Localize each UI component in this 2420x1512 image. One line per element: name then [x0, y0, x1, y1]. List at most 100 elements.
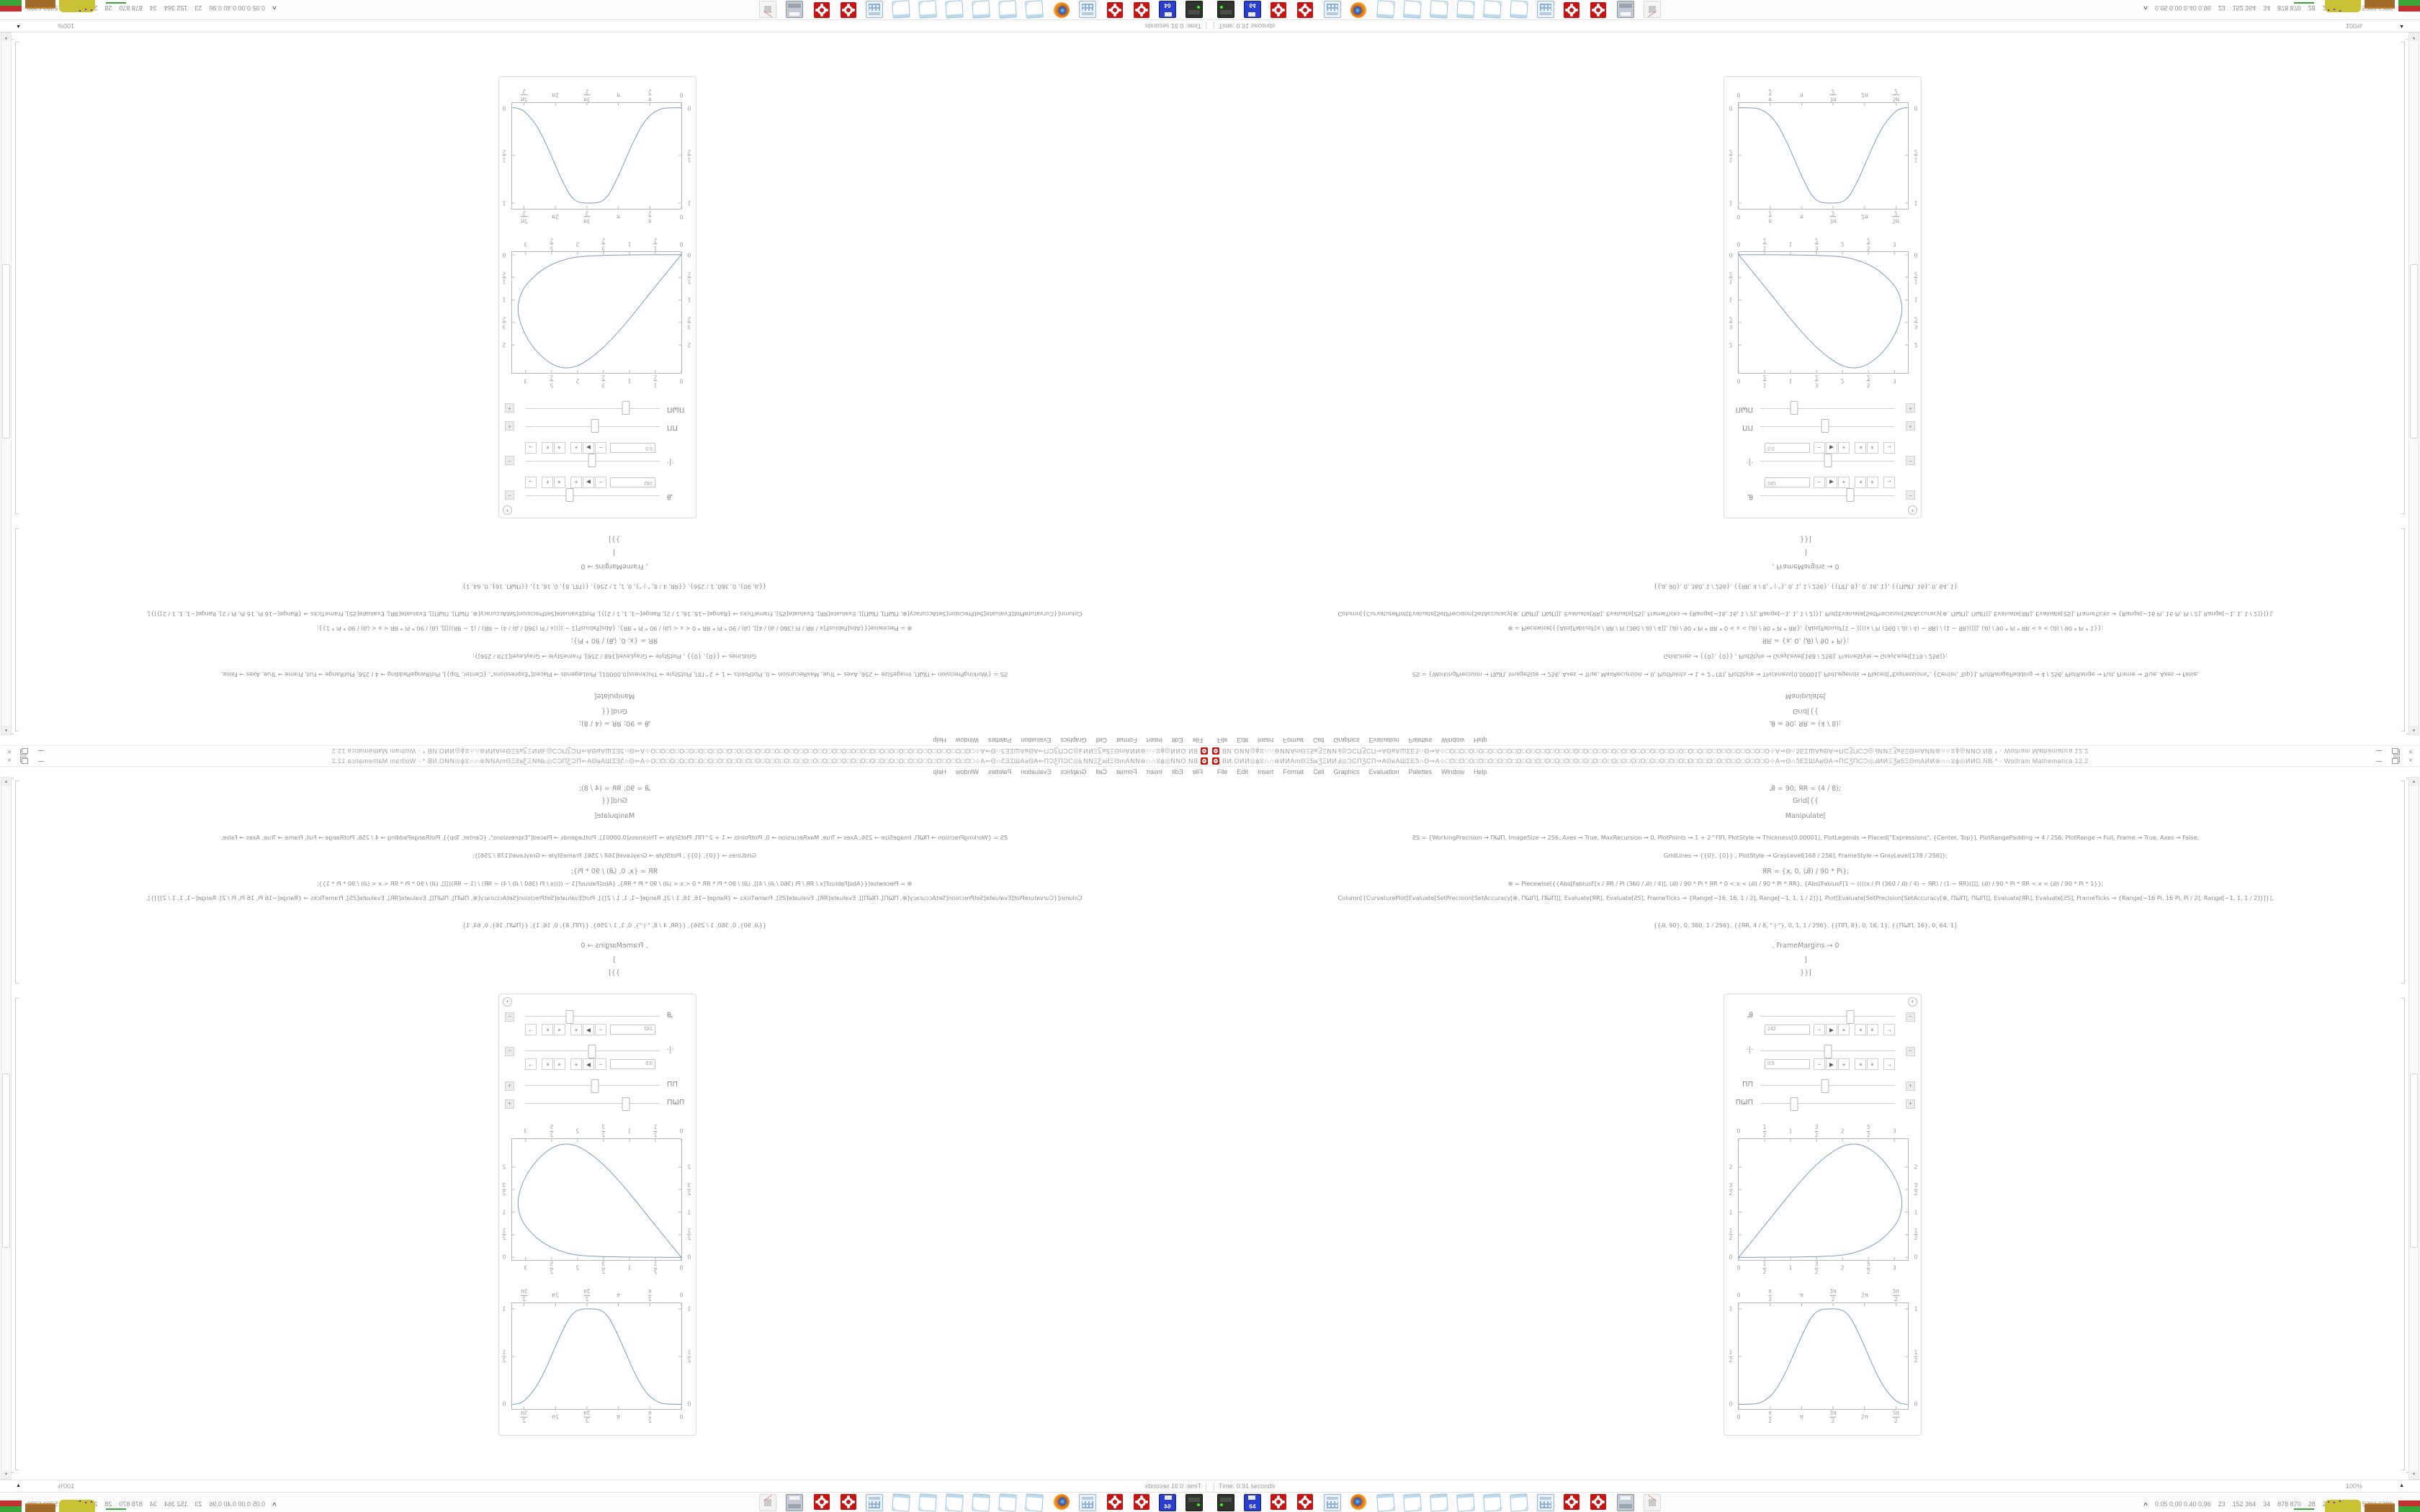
- input-cell-bracket[interactable]: [2401, 528, 2405, 732]
- menu-help[interactable]: Help: [1474, 737, 1487, 744]
- slider-track[interactable]: [525, 488, 660, 502]
- menu-palettes[interactable]: Palettes: [1408, 737, 1433, 744]
- slider-thumb[interactable]: [565, 1010, 574, 1024]
- magnification-value[interactable]: 100%: [58, 1482, 75, 1490]
- increment-button[interactable]: +: [1838, 1058, 1850, 1070]
- menu-file[interactable]: File: [1217, 737, 1228, 744]
- slider-thumb[interactable]: [588, 454, 596, 467]
- code-line-framemargins[interactable]: , FrameMargins → 0: [1772, 942, 1839, 950]
- taskbar-icon-drive-green[interactable]: [1186, 1494, 1203, 1511]
- manipulate-options-icon[interactable]: +: [503, 505, 512, 515]
- slider-track[interactable]: [525, 1010, 660, 1024]
- input-cell-bracket[interactable]: [15, 528, 19, 732]
- minimize-button[interactable]: [36, 747, 46, 755]
- control-toggle-button[interactable]: +: [1906, 421, 1915, 431]
- slider-thumb[interactable]: [1821, 419, 1829, 433]
- decrement-button[interactable]: −: [595, 1024, 606, 1035]
- taskbar-icon-firefox[interactable]: [1350, 1494, 1366, 1510]
- taskbar-icon-notepad[interactable]: [1376, 0, 1395, 19]
- code-line-plot-options[interactable]: ƧS = {WorkingPrecision → ΠѠΠ, ImageSize …: [220, 834, 1008, 841]
- decrement-button[interactable]: −: [1814, 442, 1825, 454]
- menu-edit[interactable]: Edit: [1237, 768, 1249, 775]
- code-line-range[interactable]: ЯR = {x, 0, (Ꭿ) / 90 * Pi};: [1762, 868, 1850, 876]
- panel-expand-icon[interactable]: ^: [2143, 1502, 2148, 1510]
- slider-thumb[interactable]: [1821, 1079, 1829, 1093]
- taskbar-icon-printer[interactable]: [1617, 1, 1634, 18]
- decrement-button[interactable]: −: [595, 477, 606, 488]
- increment-button[interactable]: +: [570, 1058, 582, 1070]
- code-line-column-plots[interactable]: Column[{CurvaturePlot[Evaluate[SetPrecis…: [146, 894, 1083, 901]
- output-cell-bracket[interactable]: [2401, 42, 2405, 514]
- taskbar-icon-plug-disabled[interactable]: [759, 1, 776, 18]
- scrollbar-thumb[interactable]: [2, 264, 10, 438]
- control-toggle-button[interactable]: −: [1906, 1012, 1915, 1022]
- output-cell-bracket[interactable]: [15, 998, 19, 1470]
- vertical-scrollbar[interactable]: ▲ ▼: [2408, 32, 2419, 735]
- code-line-close-grid[interactable]: }}]: [1800, 535, 1811, 543]
- vertical-scrollbar[interactable]: ▲ ▼: [1, 777, 12, 1480]
- slider-thumb[interactable]: [1824, 454, 1832, 467]
- control-toggle-button[interactable]: +: [1906, 1081, 1915, 1091]
- taskbar-icon-notepad[interactable]: [1430, 0, 1448, 19]
- restore-button[interactable]: [20, 757, 30, 765]
- code-line-framemargins[interactable]: , FrameMargins → 0: [581, 942, 648, 950]
- slider-track[interactable]: [525, 401, 660, 415]
- close-button[interactable]: ×: [2408, 757, 2413, 765]
- taskbar-icon-gear-red[interactable]: [1590, 1494, 1606, 1510]
- scrollbar-thumb[interactable]: [2, 1074, 10, 1248]
- slider-thumb[interactable]: [622, 401, 630, 415]
- faster-button[interactable]: »: [1855, 1024, 1866, 1035]
- code-line-piecewise[interactable]: ⊕ = Piecewise[{{Abs[FabiusF[x / ЯR / Pi …: [316, 880, 913, 887]
- scroll-down-arrow[interactable]: ▼: [2409, 1470, 2419, 1479]
- taskbar-icon-drive-green[interactable]: [1186, 1, 1203, 18]
- menu-cell[interactable]: Cell: [1313, 737, 1325, 744]
- taskbar-icon-notepad[interactable]: [918, 0, 937, 19]
- scroll-down-arrow[interactable]: ▼: [2409, 33, 2419, 42]
- menu-format[interactable]: Format: [1116, 737, 1137, 744]
- code-line-manipulate-open[interactable]: Manipulate[: [1785, 812, 1827, 820]
- close-button[interactable]: ×: [7, 747, 12, 755]
- restore-button[interactable]: [2390, 757, 2400, 765]
- restore-button[interactable]: [20, 747, 30, 755]
- slider-track[interactable]: [1760, 1045, 1895, 1058]
- menu-graphics[interactable]: Graphics: [1333, 737, 1360, 744]
- code-line-piecewise[interactable]: ⊕ = Piecewise[{{Abs[FabiusF[x / ЯR / Pi …: [1507, 880, 2104, 887]
- taskbar-icon-gear-red[interactable]: [1297, 2, 1313, 18]
- code-line-gridlines[interactable]: GridLines → {{0}, {0}} , PlotStyle → Gra…: [472, 852, 757, 859]
- control-toggle-button[interactable]: −: [1906, 456, 1915, 465]
- taskbar-icon-calculator[interactable]: [866, 1494, 883, 1511]
- play-button[interactable]: ▶: [1826, 1024, 1837, 1035]
- code-line-framemargins[interactable]: , FrameMargins → 0: [1772, 562, 1839, 570]
- taskbar-icon-notepad[interactable]: [918, 1493, 937, 1512]
- taskbar-icon-notepad[interactable]: [945, 1493, 964, 1512]
- manipulate-options-icon[interactable]: +: [503, 997, 512, 1007]
- menu-evaluation[interactable]: Evaluation: [1021, 737, 1052, 744]
- play-button[interactable]: ▶: [583, 1024, 594, 1035]
- taskbar-icon-notepad[interactable]: [972, 1493, 990, 1512]
- slider-thumb[interactable]: [591, 419, 599, 433]
- increment-button[interactable]: +: [1838, 1024, 1850, 1035]
- faster-button[interactable]: »: [554, 1058, 565, 1070]
- decrement-button[interactable]: −: [595, 442, 606, 454]
- taskbar-icon-printer[interactable]: [786, 1, 803, 18]
- code-line-controllers[interactable]: {{Ꭿ, 90}, 0, 360, 1 / 256}, {{ЯR, 4 / 8,…: [462, 583, 767, 590]
- panel-expand-icon[interactable]: ^: [2143, 2, 2148, 10]
- play-button[interactable]: ▶: [583, 442, 594, 454]
- code-line-framemargins[interactable]: , FrameMargins → 0: [581, 562, 648, 570]
- manipulate-options-icon[interactable]: +: [1908, 505, 1917, 515]
- faster-button[interactable]: »: [1855, 477, 1866, 488]
- code-line-grid-open[interactable]: Grid[{{: [601, 797, 627, 805]
- slider-track[interactable]: [1760, 1079, 1895, 1093]
- code-line-grid-open[interactable]: Grid[{{: [1793, 797, 1819, 805]
- code-line-range[interactable]: ЯR = {x, 0, (Ꭿ) / 90 * Pi};: [570, 868, 658, 876]
- code-line-plot-options[interactable]: ƧS = {WorkingPrecision → ΠѠΠ, ImageSize …: [220, 671, 1008, 678]
- code-line-column-plots[interactable]: Column[{CurvaturePlot[Evaluate[SetPrecis…: [1337, 611, 2274, 618]
- taskbar-icon-printer[interactable]: [1617, 1494, 1634, 1511]
- menu-palettes[interactable]: Palettes: [987, 737, 1012, 744]
- faster-button[interactable]: »: [554, 442, 565, 454]
- code-line-grid-open[interactable]: Grid[{{: [601, 707, 627, 715]
- code-line-assignments[interactable]: Ꭿ = 90; ЯR = (4 / 8);: [578, 719, 650, 727]
- taskbar-icon-printer[interactable]: [786, 1494, 803, 1511]
- slider-track[interactable]: [525, 1045, 660, 1058]
- scroll-up-arrow[interactable]: ▲: [1, 778, 11, 786]
